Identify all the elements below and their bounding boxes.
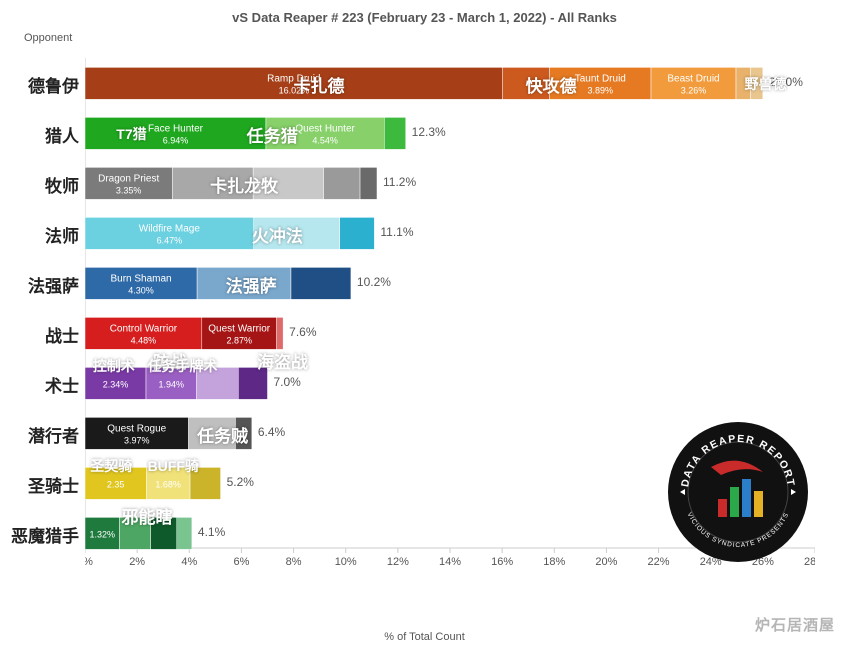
bar-segment <box>360 167 377 199</box>
class-total: 11.2% <box>383 175 416 189</box>
svg-text:12%: 12% <box>387 556 409 568</box>
svg-text:18%: 18% <box>543 556 565 568</box>
bar-segment <box>177 517 192 549</box>
class-label: 猎人 <box>45 122 79 147</box>
class-label: 潜行者 <box>28 422 79 447</box>
svg-text:0%: 0% <box>85 556 93 568</box>
bar-segment <box>85 67 503 99</box>
bar-segment <box>151 517 177 549</box>
svg-text:16%: 16% <box>491 556 513 568</box>
svg-text:8%: 8% <box>286 556 302 568</box>
class-total: 7.0% <box>274 375 301 389</box>
svg-text:6%: 6% <box>233 556 249 568</box>
class-total: 10.2% <box>357 275 391 289</box>
svg-text:14%: 14% <box>439 556 461 568</box>
class-label: 法强萨 <box>28 272 79 297</box>
chart-title: vS Data Reaper # 223 (February 23 - Marc… <box>0 0 849 31</box>
bar-segment <box>235 417 251 449</box>
data-reaper-badge: DATA REAPER REPORT VICIOUS SYNDICATE PRE… <box>663 417 813 567</box>
bar-segment <box>172 167 253 199</box>
bar-segment <box>750 67 763 99</box>
bar-segment <box>119 517 150 549</box>
bar-segment <box>254 217 340 249</box>
bar-segment <box>85 267 197 299</box>
class-label: 德鲁伊 <box>28 72 79 97</box>
class-label: 圣骑士 <box>28 472 79 497</box>
class-label: 恶魔猎手 <box>11 522 79 547</box>
bar-segment <box>266 117 384 149</box>
bar-segment <box>197 267 291 299</box>
bar-segment <box>146 367 197 399</box>
class-total: 11.1% <box>380 225 413 239</box>
svg-text:10%: 10% <box>335 556 357 568</box>
bar-segment <box>85 517 119 549</box>
bar-segment <box>238 367 267 399</box>
bar-segment <box>253 167 323 199</box>
bar-segment <box>736 67 750 99</box>
bar-segment <box>324 167 361 199</box>
bar-segment <box>85 367 146 399</box>
bar-segment <box>503 67 550 99</box>
y-axis-label: Opponent <box>24 32 72 44</box>
bar-segment <box>85 467 146 499</box>
bar-segment <box>277 317 284 349</box>
bar-segment <box>550 67 651 99</box>
svg-text:2%: 2% <box>129 556 145 568</box>
bar-segment <box>85 317 202 349</box>
class-label: 战士 <box>45 322 79 347</box>
class-label: 牧师 <box>45 172 79 197</box>
bar-segment <box>190 467 221 499</box>
class-total: 12.3% <box>412 125 446 139</box>
bar-segment <box>197 367 239 399</box>
bar-segment <box>384 117 405 149</box>
x-axis-label: % of Total Count <box>0 631 849 643</box>
bar-segment <box>85 217 254 249</box>
bar-segment <box>85 117 266 149</box>
class-label: 法师 <box>45 222 79 247</box>
svg-text:4%: 4% <box>181 556 197 568</box>
bar-segment <box>291 267 351 299</box>
class-total: 4.1% <box>198 525 225 539</box>
bar-segment <box>340 217 375 249</box>
bar-segment <box>189 417 236 449</box>
class-total: 25.0% <box>769 75 803 89</box>
bar-segment <box>202 317 277 349</box>
bar-segment <box>85 417 189 449</box>
class-label: 术士 <box>45 372 79 397</box>
class-total: 6.4% <box>258 425 285 439</box>
bar-segment <box>651 67 736 99</box>
bar-segment <box>146 467 190 499</box>
class-total: 7.6% <box>289 325 316 339</box>
class-total: 5.2% <box>227 475 254 489</box>
bar-segment <box>85 167 172 199</box>
svg-text:20%: 20% <box>595 556 617 568</box>
